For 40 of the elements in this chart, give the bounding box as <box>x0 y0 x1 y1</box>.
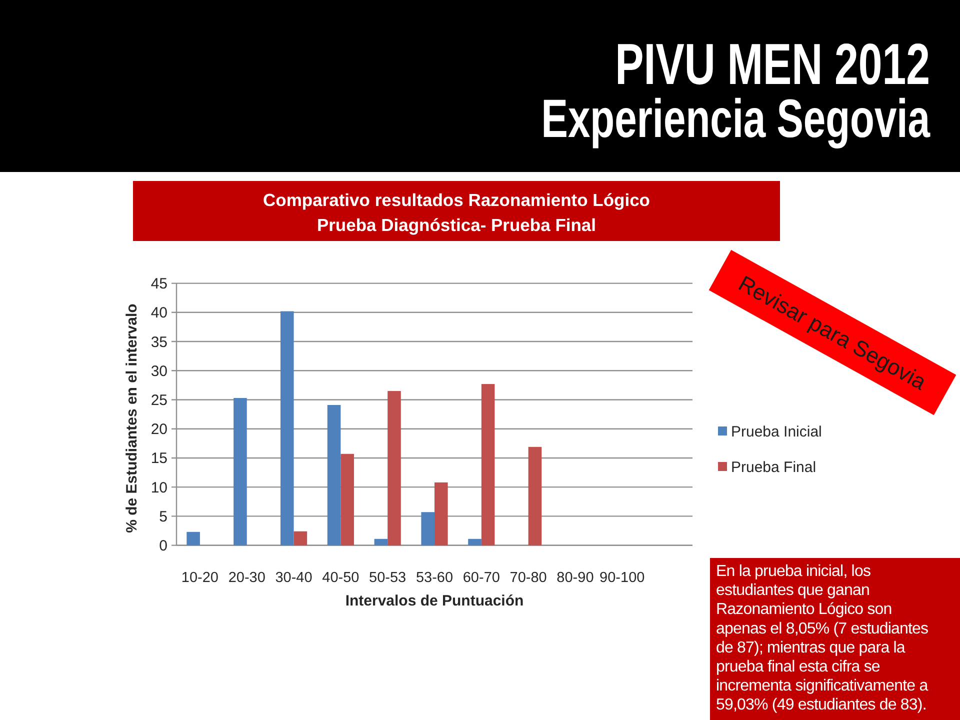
bar <box>327 404 341 546</box>
bar <box>434 482 448 546</box>
bar <box>481 384 495 546</box>
y-tick-label: 40 <box>150 304 168 322</box>
x-tick-label: 50-53 <box>369 570 406 586</box>
bar <box>421 512 434 546</box>
x-tick-label: 30-40 <box>275 570 312 586</box>
chart-subtitle: Prueba Diagnóstica- Prueba Final <box>316 215 596 235</box>
bar <box>280 311 294 546</box>
bar <box>340 454 354 546</box>
bar <box>234 398 247 546</box>
x-axis-title: Intervalos de Puntuación <box>345 592 524 610</box>
y-tick-label: 45 <box>150 276 168 293</box>
chart-title: Comparativo resultados Razonamiento Lógico <box>263 190 650 210</box>
y-tick-label: 5 <box>159 508 168 526</box>
y-tick-label: 20 <box>150 421 168 438</box>
x-tick-label: 40-50 <box>322 570 360 586</box>
x-tick-label: 70-80 <box>510 570 547 586</box>
y-tick-label: 10 <box>150 479 168 496</box>
bar <box>468 538 482 546</box>
y-tick-label: 25 <box>150 392 168 409</box>
y-tick-label: 30 <box>150 362 168 380</box>
x-tick-label: 60-70 <box>462 570 500 586</box>
bar <box>528 446 542 546</box>
y-tick-label: 35 <box>150 334 168 351</box>
legend-label: Prueba Inicial <box>731 423 822 440</box>
y-tick-label: 15 <box>150 450 168 468</box>
x-tick-label: 10-20 <box>181 570 218 586</box>
x-tick-label: 90-100 <box>600 570 645 586</box>
x-tick-label: 53-60 <box>416 570 454 586</box>
bar <box>294 531 308 546</box>
text: En la prueba inicial, los estudiantes que ganan Razonamiento Lógico son apenas el 8,05% (7 estudiantes de 87); mientras que para la prueba final esta cifra se incrementa significativamente a 59,03% (49 estudiantes de 83). <box>716 563 929 714</box>
x-tick-label: 20-30 <box>228 570 266 586</box>
y-axis-title: % de Estudiantes en el intervalo <box>123 304 140 533</box>
legend-label: Prueba Final <box>731 458 816 476</box>
x-tick-label: 80-90 <box>556 570 594 586</box>
bar <box>186 532 200 546</box>
y-tick-label: 0 <box>159 538 168 555</box>
bar <box>388 391 401 546</box>
bar <box>374 538 388 546</box>
